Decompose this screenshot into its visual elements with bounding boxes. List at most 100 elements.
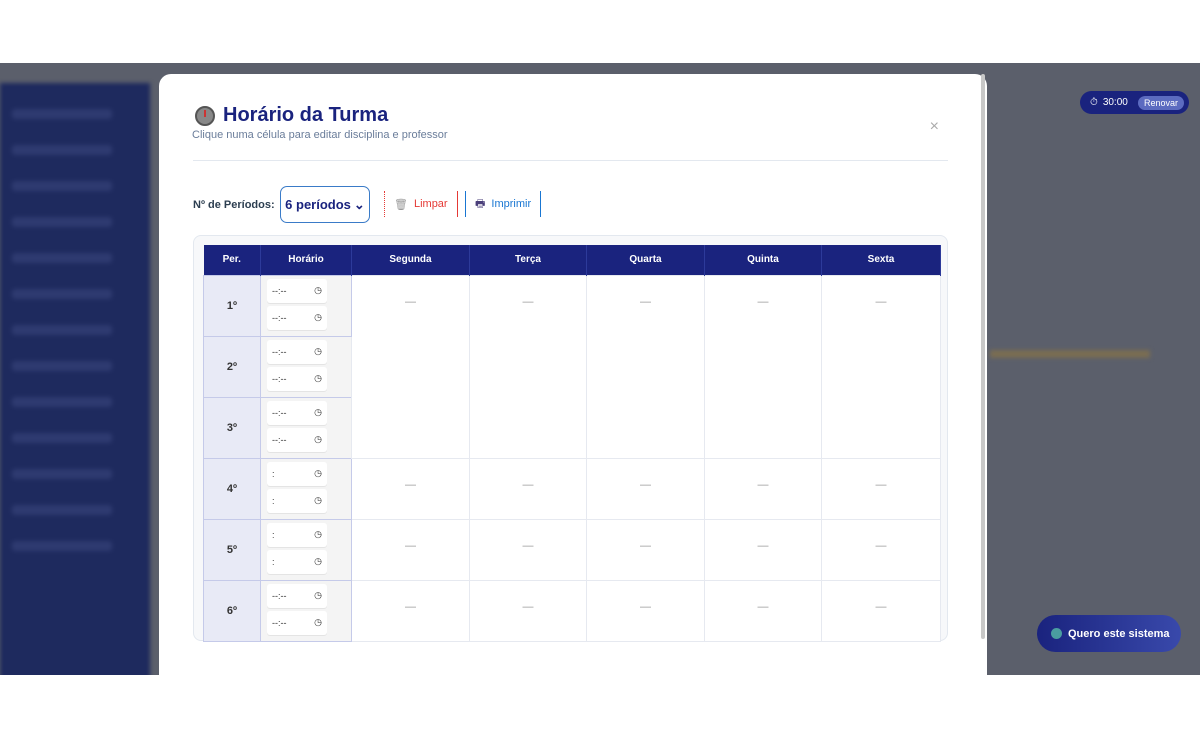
schedule-cell[interactable]: — <box>704 274 822 459</box>
modal-subtitle: Clique numa célula para editar disciplin… <box>192 129 448 141</box>
end-time-value: : <box>272 556 275 567</box>
clock-icon: ◷ <box>314 346 322 356</box>
period-cell: 5º <box>203 518 261 581</box>
start-time-value: --:-- <box>272 346 287 357</box>
period-cell: 3º <box>203 396 261 459</box>
table-row: 6º --:-- ◷ --:-- ◷ — — — — — <box>203 579 941 642</box>
schedule-cell[interactable]: — <box>351 518 470 581</box>
table-row: 4º : ◷ : ◷ — — — — — <box>203 457 941 520</box>
start-time-input[interactable]: --:-- ◷ <box>267 339 327 364</box>
clock-icon: ◷ <box>314 590 322 600</box>
end-time-input[interactable]: : ◷ <box>267 488 327 513</box>
start-time-input[interactable]: --:-- ◷ <box>267 583 327 608</box>
time-cell: --:-- ◷ --:-- ◷ <box>260 335 352 398</box>
schedule-cell[interactable]: — <box>821 518 941 581</box>
column-header: Sexta <box>821 245 941 275</box>
end-time-value: --:-- <box>272 617 287 628</box>
end-time-input[interactable]: --:-- ◷ <box>267 366 327 391</box>
periods-value: 6 períodos <box>285 197 351 212</box>
column-header: Per. <box>203 245 261 275</box>
schedule-cell[interactable]: — <box>351 457 470 520</box>
clock-icon: ◷ <box>314 373 322 383</box>
end-time-value: --:-- <box>272 312 287 323</box>
time-cell: : ◷ : ◷ <box>260 518 352 581</box>
start-time-input[interactable]: --:-- ◷ <box>267 278 327 303</box>
schedule-cell[interactable]: — <box>821 274 941 459</box>
start-time-value: : <box>272 468 275 479</box>
end-time-input[interactable]: : ◷ <box>267 549 327 574</box>
clock-icon: ◷ <box>314 285 322 295</box>
print-button[interactable]: 🖶 Imprimir <box>465 191 542 217</box>
modal-title: Horário da Turma <box>223 104 389 126</box>
column-header: Quinta <box>704 245 822 275</box>
session-timer: ⏱ 30:00 Renovar <box>1080 91 1189 114</box>
chevron-down-icon: ⌄ <box>353 196 365 212</box>
schedule-cell[interactable]: — <box>351 579 470 642</box>
stopwatch-icon: ⏱ <box>1090 97 1098 108</box>
printer-icon: 🖶 <box>475 197 486 210</box>
clock-icon: ◷ <box>314 312 322 322</box>
column-header: Quarta <box>586 245 705 275</box>
start-time-value: --:-- <box>272 285 287 296</box>
table-row: 3º --:-- ◷ --:-- ◷ <box>203 396 941 459</box>
clear-label: Limpar <box>413 198 448 210</box>
clock-icon: ◷ <box>314 617 322 627</box>
schedule-cell[interactable]: — <box>821 457 941 520</box>
schedule-cell[interactable]: — <box>469 518 587 581</box>
clock-icon: ◷ <box>314 434 322 444</box>
divider <box>193 160 948 161</box>
column-header: Terça <box>469 245 587 275</box>
period-cell: 2º <box>203 335 261 398</box>
schedule-cell[interactable]: — <box>469 579 587 642</box>
periods-select[interactable]: 6 períodos ⌄ <box>280 186 370 223</box>
period-cell: 4º <box>203 457 261 520</box>
schedule-cell[interactable]: — <box>586 274 705 459</box>
schedule-cell[interactable]: — <box>821 579 941 642</box>
clear-button[interactable]: 🗑 Limpar <box>384 191 458 217</box>
end-time-value: : <box>272 495 275 506</box>
close-button[interactable]: × <box>929 118 939 135</box>
end-time-input[interactable]: --:-- ◷ <box>267 305 327 330</box>
start-time-value: --:-- <box>272 590 287 601</box>
column-header: Horário <box>260 245 352 275</box>
status-dot-icon <box>1051 628 1062 639</box>
scrollbar[interactable] <box>981 74 985 639</box>
schedule-cell[interactable]: — <box>704 518 822 581</box>
schedule-cell[interactable]: — <box>586 518 705 581</box>
schedule-cell[interactable]: — <box>586 579 705 642</box>
schedule-cell[interactable]: — <box>704 579 822 642</box>
schedule-modal: Horário da Turma Clique numa célula para… <box>159 74 987 675</box>
table-row: 5º : ◷ : ◷ — — — — — <box>203 518 941 581</box>
schedule-cell[interactable]: — <box>704 457 822 520</box>
time-cell: : ◷ : ◷ <box>260 457 352 520</box>
time-cell: --:-- ◷ --:-- ◷ <box>260 579 352 642</box>
renew-button[interactable]: Renovar <box>1137 95 1184 110</box>
cta-button[interactable]: Quero este sistema <box>1037 615 1181 652</box>
clock-icon: ◷ <box>314 556 322 566</box>
start-time-input[interactable]: : ◷ <box>267 461 327 486</box>
schedule-cell[interactable]: — <box>351 274 470 459</box>
end-time-input[interactable]: --:-- ◷ <box>267 427 327 452</box>
start-time-input[interactable]: --:-- ◷ <box>267 400 327 425</box>
clock-icon: ◷ <box>314 529 322 539</box>
schedule-cell[interactable]: — <box>469 457 587 520</box>
column-header: Segunda <box>351 245 470 275</box>
period-cell: 6º <box>203 579 261 642</box>
period-cell: 1º <box>203 274 261 337</box>
schedule-cell[interactable]: — <box>469 274 587 459</box>
cta-label: Quero este sistema <box>1068 627 1170 640</box>
modal-header: Horário da Turma <box>195 104 388 127</box>
sidebar-blurred <box>0 83 150 675</box>
timer-value: 30:00 <box>1102 97 1128 108</box>
end-time-value: --:-- <box>272 373 287 384</box>
time-cell: --:-- ◷ --:-- ◷ <box>260 274 352 337</box>
schedule-cell[interactable]: — <box>586 457 705 520</box>
table-row: 2º --:-- ◷ --:-- ◷ <box>203 335 941 398</box>
end-time-input[interactable]: --:-- ◷ <box>267 610 327 635</box>
periods-label: Nº de Períodos: <box>193 199 275 211</box>
background-bar <box>990 350 1150 358</box>
clock-icon <box>195 105 215 126</box>
start-time-value: --:-- <box>272 407 287 418</box>
start-time-input[interactable]: : ◷ <box>267 522 327 547</box>
time-cell: --:-- ◷ --:-- ◷ <box>260 396 352 459</box>
